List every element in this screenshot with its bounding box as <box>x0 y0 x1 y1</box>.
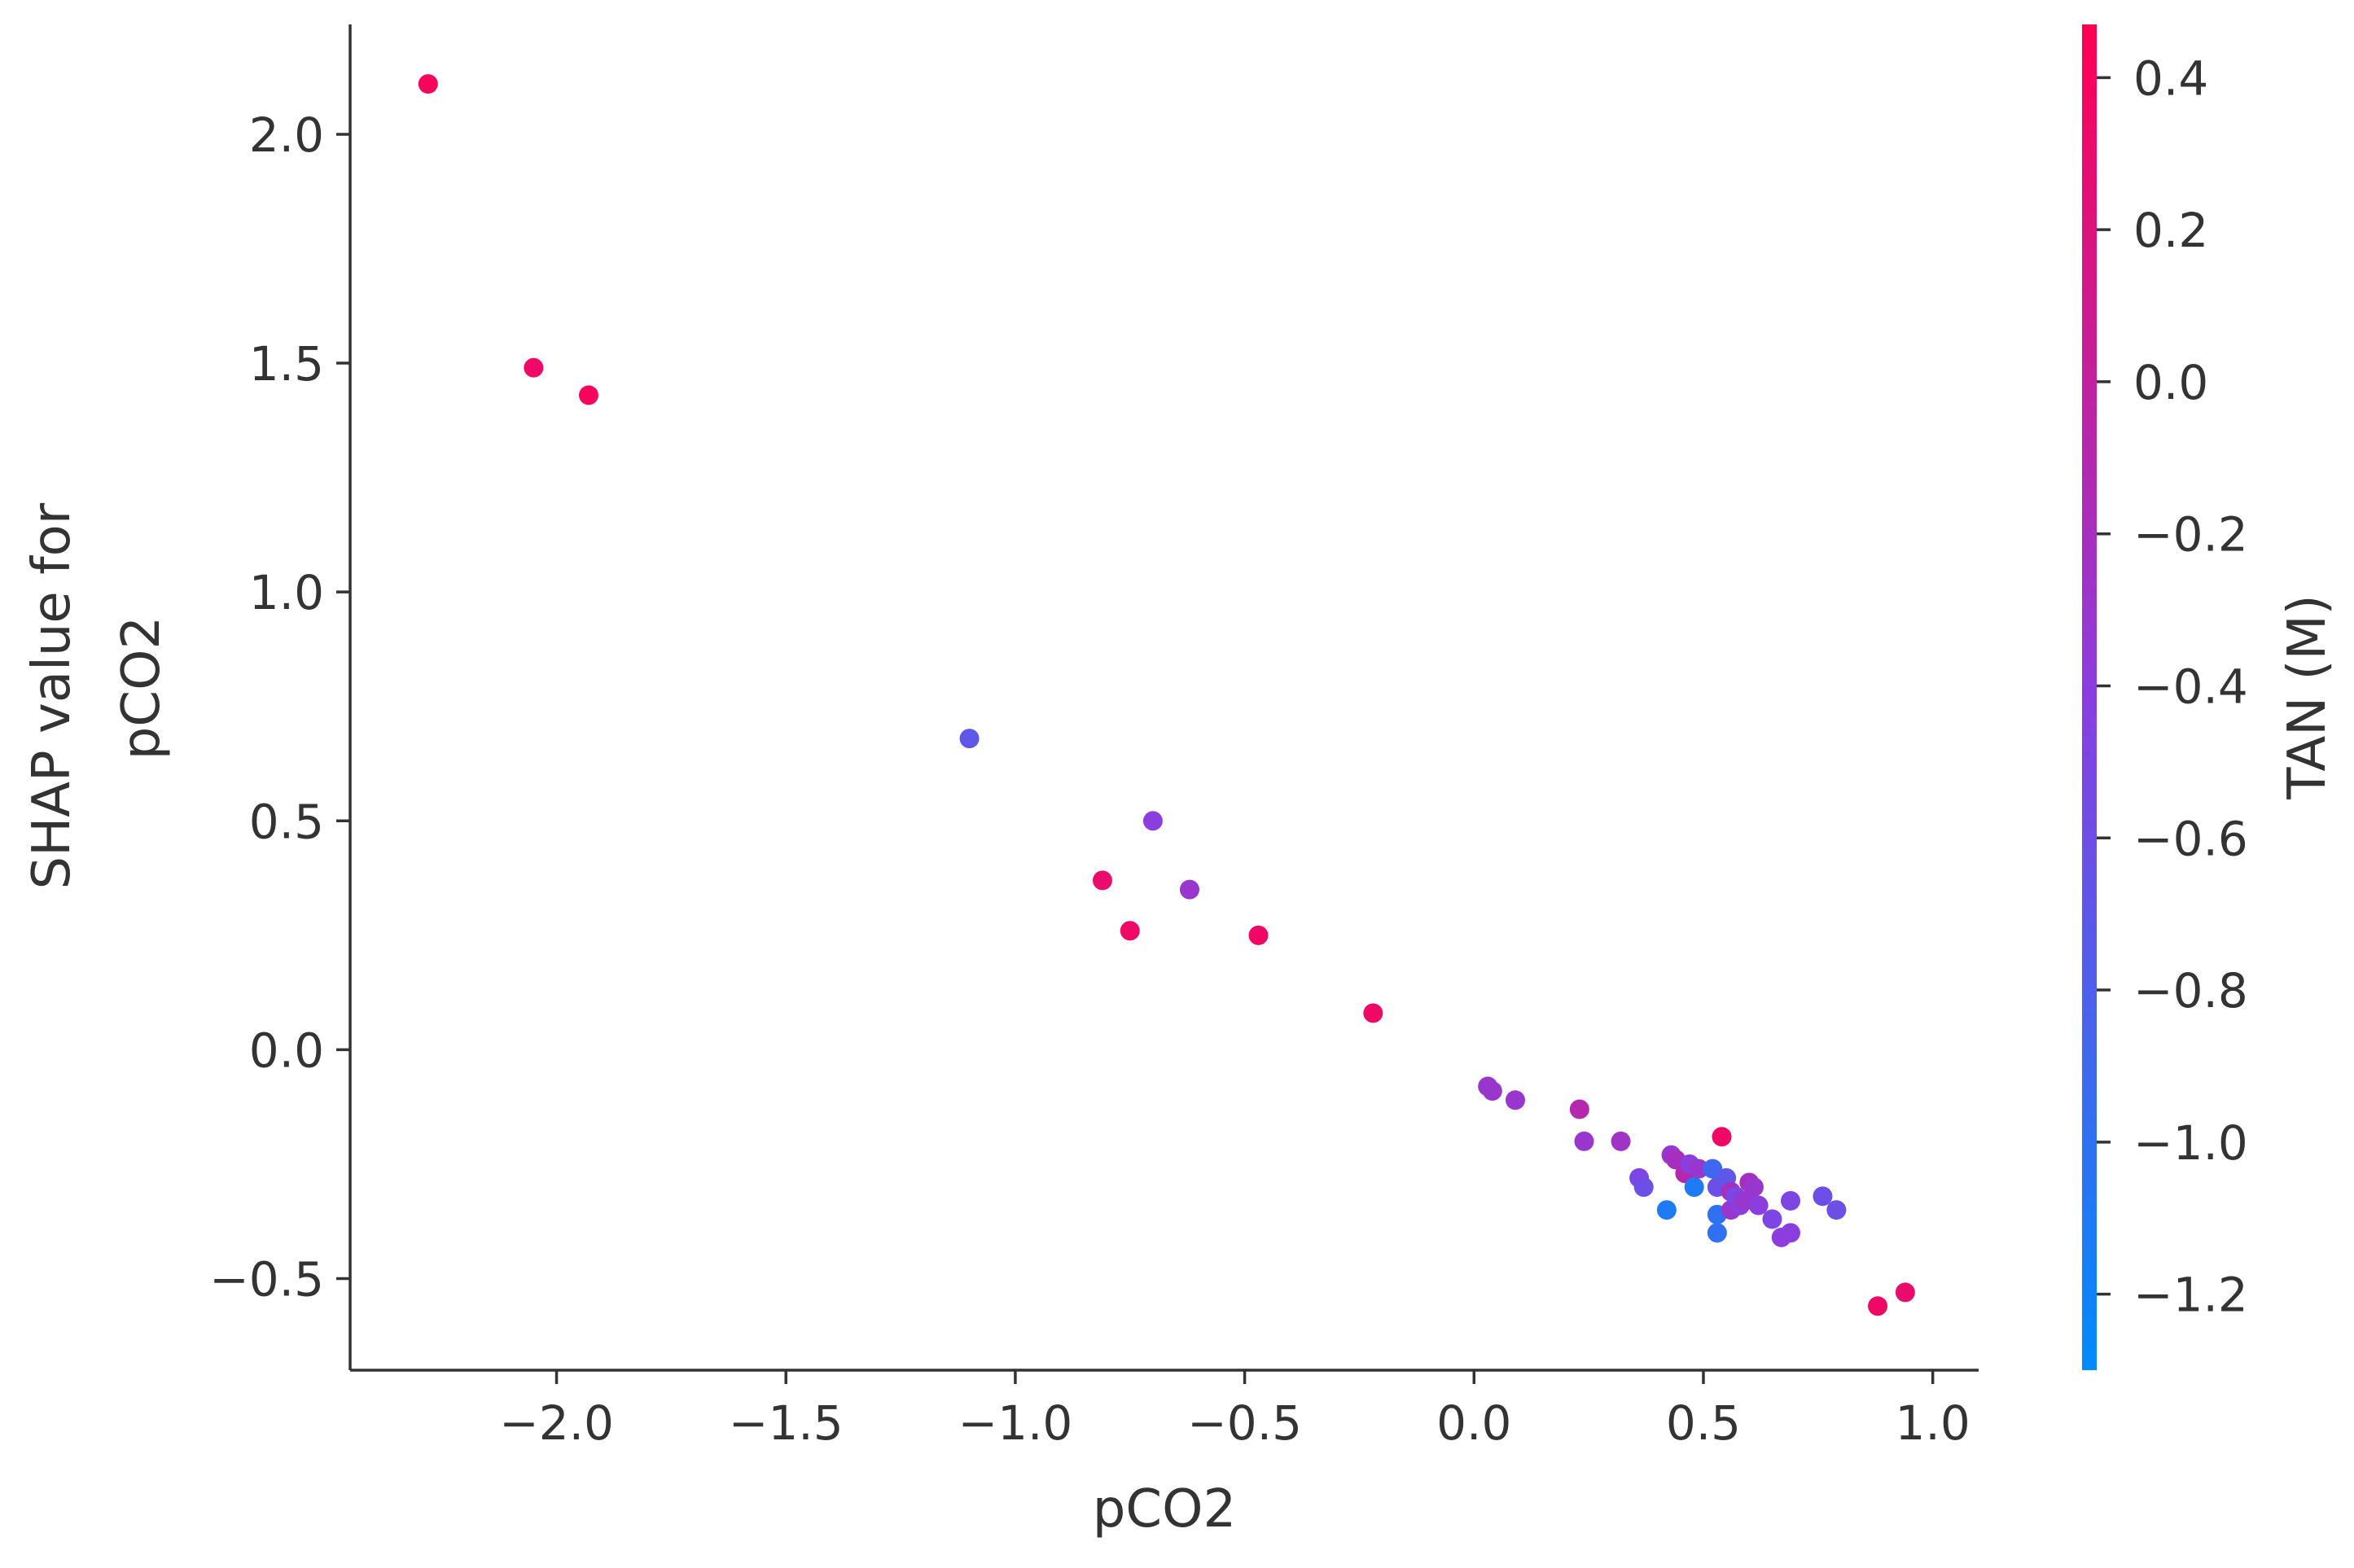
scatter-point <box>1142 811 1163 831</box>
scatter-point <box>1703 1158 1723 1179</box>
scatter-point <box>1684 1177 1704 1198</box>
x-tick-label: 0.5 <box>1666 1395 1741 1451</box>
colorbar-tick-label: 0.2 <box>2133 203 2208 258</box>
colorbar-tick-label: 0.0 <box>2133 355 2208 410</box>
scatter-point <box>1120 921 1140 941</box>
colorbar-tick-label: −0.8 <box>2133 963 2248 1018</box>
scatter-point <box>1712 1127 1732 1147</box>
scatter-point <box>1895 1282 1915 1303</box>
y-axis-label-line-2: pCO2 <box>112 616 172 760</box>
scatter-point <box>1826 1200 1847 1220</box>
scatter-point <box>1092 870 1112 891</box>
y-tick-label: −0.5 <box>209 1252 324 1307</box>
scatter-point <box>1179 879 1199 900</box>
colorbar-tick-label: −1.0 <box>2133 1115 2248 1171</box>
scatter-point <box>1363 1003 1383 1023</box>
plot-area <box>348 24 1979 1372</box>
colorbar-label: TAN (M) <box>2277 594 2338 799</box>
colorbar-tick-label: −0.4 <box>2133 659 2248 714</box>
scatter-point <box>1569 1099 1589 1119</box>
y-tick-label: 1.0 <box>249 565 324 620</box>
colorbar: −1.2 −1.0 −0.8 −0.6 −0.4 −0.2 0.0 0.2 0.4 TAN (M… <box>2082 24 2338 1370</box>
y-tick-label: 2.0 <box>249 107 324 163</box>
y-axis-ticks: −0.5 0.0 0.5 1.0 1.5 2.0 <box>209 107 350 1307</box>
scatter-point <box>1656 1200 1677 1220</box>
x-tick-label: −1.5 <box>729 1395 844 1451</box>
scatter-point <box>1248 925 1269 945</box>
x-tick-label: 1.0 <box>1896 1395 1970 1451</box>
scatter-point <box>1574 1131 1594 1151</box>
x-axis-label: pCO2 <box>1093 1479 1236 1540</box>
scatter-point <box>1482 1081 1502 1102</box>
scatter-point <box>1633 1177 1654 1198</box>
colorbar-tick-label: −0.2 <box>2133 507 2248 563</box>
scatter-point <box>418 74 438 94</box>
y-tick-label: 1.5 <box>249 336 324 392</box>
colorbar-tick-label: −1.2 <box>2133 1268 2248 1323</box>
x-tick-label: −0.5 <box>1187 1395 1302 1451</box>
x-axis-ticks: −2.0 −1.5 −1.0 −0.5 0.0 0.5 1.0 <box>499 1370 1970 1451</box>
scatter-point <box>1813 1186 1833 1207</box>
colorbar-tick-label: 0.4 <box>2133 50 2208 106</box>
scatter-point <box>1743 1177 1764 1198</box>
x-tick-label: −1.0 <box>958 1395 1072 1451</box>
scatter-point <box>1868 1296 1888 1316</box>
scatter-point <box>1748 1195 1769 1215</box>
y-axis-label: SHAP value for pCO2 <box>22 487 172 890</box>
y-tick-label: 0.5 <box>249 794 324 849</box>
scatter-point <box>578 385 598 405</box>
y-tick-label: 0.0 <box>249 1023 324 1078</box>
scatter-points <box>418 74 1915 1316</box>
x-tick-label: 0.0 <box>1436 1395 1511 1451</box>
scatter-point <box>959 729 980 749</box>
scatter-point <box>524 357 544 378</box>
y-axis-label-line-1: SHAP value for <box>22 502 82 889</box>
scatter-point <box>1611 1131 1631 1151</box>
colorbar-ticks: −1.2 −1.0 −0.8 −0.6 −0.4 −0.2 0.0 0.2 0.4 <box>2097 50 2248 1323</box>
colorbar-gradient <box>2082 24 2097 1370</box>
scatter-point <box>1781 1190 1801 1211</box>
scatter-point <box>1762 1209 1782 1229</box>
scatter-point <box>1781 1223 1801 1243</box>
scatter-point <box>1689 1158 1709 1179</box>
colorbar-tick-label: −0.6 <box>2133 811 2248 866</box>
scatter-point <box>1707 1223 1727 1243</box>
x-tick-label: −2.0 <box>499 1395 614 1451</box>
scatter-point <box>1505 1090 1525 1110</box>
